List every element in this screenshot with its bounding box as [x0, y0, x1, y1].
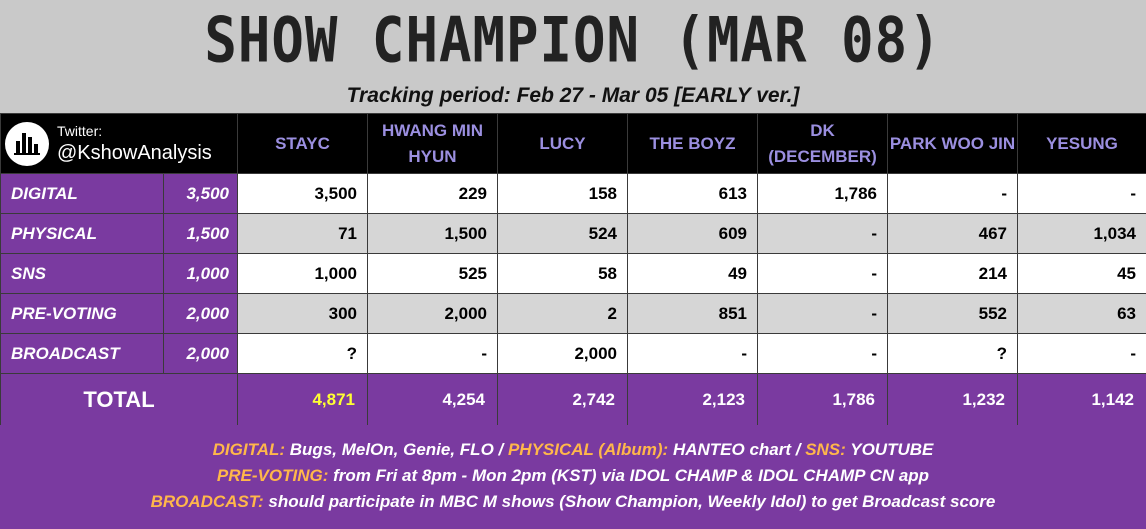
footer-key: PHYSICAL (Album):: [507, 440, 669, 459]
footer-text: from Fri at 8pm - Mon 2pm (KST) via IDOL…: [328, 466, 930, 485]
table-row: BROADCAST 2,000? -2,000- -? -: [0, 333, 1146, 374]
table-row: DIGITAL 3,500 3,500 229 158 613 1,786- -: [0, 173, 1146, 214]
category-label: DIGITAL: [0, 173, 164, 214]
score-cell: 214: [887, 253, 1018, 294]
total-label: TOTAL: [0, 373, 238, 426]
table-row: PHYSICAL 1,500 71 1,500 524 609-467 1,034: [0, 213, 1146, 254]
score-cell: 1,034: [1017, 213, 1146, 254]
score-cell: 45: [1017, 253, 1146, 294]
footer-key: BROADCAST:: [150, 492, 264, 511]
category-label: PHYSICAL: [0, 213, 164, 254]
footer-text: should participate in MBC M shows (Show …: [263, 492, 996, 511]
category-label: PRE-VOTING: [0, 293, 164, 334]
score-cell: 1,500: [367, 213, 498, 254]
score-cell: -: [757, 293, 888, 334]
score-cell: 63: [1017, 293, 1146, 334]
brand-label: Twitter:: [57, 122, 103, 139]
score-cell: 2,000: [367, 293, 498, 334]
artist-header: LUCY: [497, 113, 628, 174]
score-cell: 613: [627, 173, 758, 214]
category-label: SNS: [0, 253, 164, 294]
score-cell: 552: [887, 293, 1018, 334]
score-cell: 467: [887, 213, 1018, 254]
score-cell: 2: [497, 293, 628, 334]
total-value: 1,142: [1017, 373, 1146, 426]
total-value: 2,742: [497, 373, 628, 426]
score-cell: 3,500: [237, 173, 368, 214]
score-cell: -: [1017, 333, 1146, 374]
score-cell: -: [1017, 173, 1146, 214]
score-cell: -: [757, 213, 888, 254]
score-cell: 851: [627, 293, 758, 334]
page-title: SHOW CHAMPION (MAR 08): [204, 4, 942, 77]
total-value: 1,232: [887, 373, 1018, 426]
score-cell: 609: [627, 213, 758, 254]
footer-key: PRE-VOTING:: [216, 466, 329, 485]
footer-text: HANTEO chart /: [668, 440, 806, 459]
artist-header: YESUNG: [1017, 113, 1146, 174]
footer-text: Bugs, MelOn, Genie, FLO /: [285, 440, 508, 459]
score-cell: -: [367, 333, 498, 374]
total-value: 4,254: [367, 373, 498, 426]
legend-footer: DIGITAL: Bugs, MelOn, Genie, FLO / PHYSI…: [0, 425, 1146, 529]
score-cell: ?: [887, 333, 1018, 374]
artist-header: PARK WOO JIN: [887, 113, 1018, 174]
artist-header: HWANG MIN HYUN: [367, 113, 498, 174]
score-cell: 300: [237, 293, 368, 334]
score-cell: -: [757, 333, 888, 374]
category-max: 2,000: [163, 293, 238, 334]
bar-chart-icon: [5, 122, 49, 166]
score-cell: 58: [497, 253, 628, 294]
header-row: Twitter: @KshowAnalysis STAYC HWANG MIN …: [0, 113, 1146, 174]
score-cell: ?: [237, 333, 368, 374]
artist-header: STAYC: [237, 113, 368, 174]
total-row: TOTAL 4,871 4,254 2,742 2,123 1,786 1,23…: [0, 373, 1146, 426]
footer-line: PRE-VOTING: from Fri at 8pm - Mon 2pm (K…: [0, 463, 1146, 489]
title-band: SHOW CHAMPION (MAR 08) Tracking period: …: [0, 0, 1146, 113]
category-max: 3,500: [163, 173, 238, 214]
footer-line: DIGITAL: Bugs, MelOn, Genie, FLO / PHYSI…: [0, 437, 1146, 463]
table-row: SNS 1,000 1,000 525 58 49-214 45: [0, 253, 1146, 294]
score-cell: 525: [367, 253, 498, 294]
tracking-period: Tracking period: Feb 27 - Mar 05 [EARLY …: [346, 84, 800, 107]
category-max: 1,500: [163, 213, 238, 254]
table-row: PRE-VOTING 2,000 300 2,000 2 851-552 63: [0, 293, 1146, 334]
brand-handle: @KshowAnalysis: [57, 141, 212, 164]
footer-line: BROADCAST: should participate in MBC M s…: [0, 489, 1146, 515]
score-cell: 2,000: [497, 333, 628, 374]
artist-header: DK (DECEMBER): [757, 113, 888, 174]
total-value: 4,871: [237, 373, 368, 426]
score-cell: -: [627, 333, 758, 374]
score-cell: -: [757, 253, 888, 294]
score-cell: 229: [367, 173, 498, 214]
total-value: 1,786: [757, 373, 888, 426]
score-table: Twitter: @KshowAnalysis STAYC HWANG MIN …: [0, 113, 1146, 426]
brand-cell: Twitter: @KshowAnalysis: [0, 113, 238, 174]
footer-key: SNS:: [805, 440, 846, 459]
score-cell: -: [887, 173, 1018, 214]
score-cell: 49: [627, 253, 758, 294]
footer-text: YOUTUBE: [845, 440, 934, 459]
category-label: BROADCAST: [0, 333, 164, 374]
footer-key: DIGITAL:: [212, 440, 286, 459]
category-max: 1,000: [163, 253, 238, 294]
total-value: 2,123: [627, 373, 758, 426]
artist-header: THE BOYZ: [627, 113, 758, 174]
score-cell: 158: [497, 173, 628, 214]
score-cell: 1,786: [757, 173, 888, 214]
score-cell: 1,000: [237, 253, 368, 294]
category-max: 2,000: [163, 333, 238, 374]
score-cell: 71: [237, 213, 368, 254]
score-cell: 524: [497, 213, 628, 254]
